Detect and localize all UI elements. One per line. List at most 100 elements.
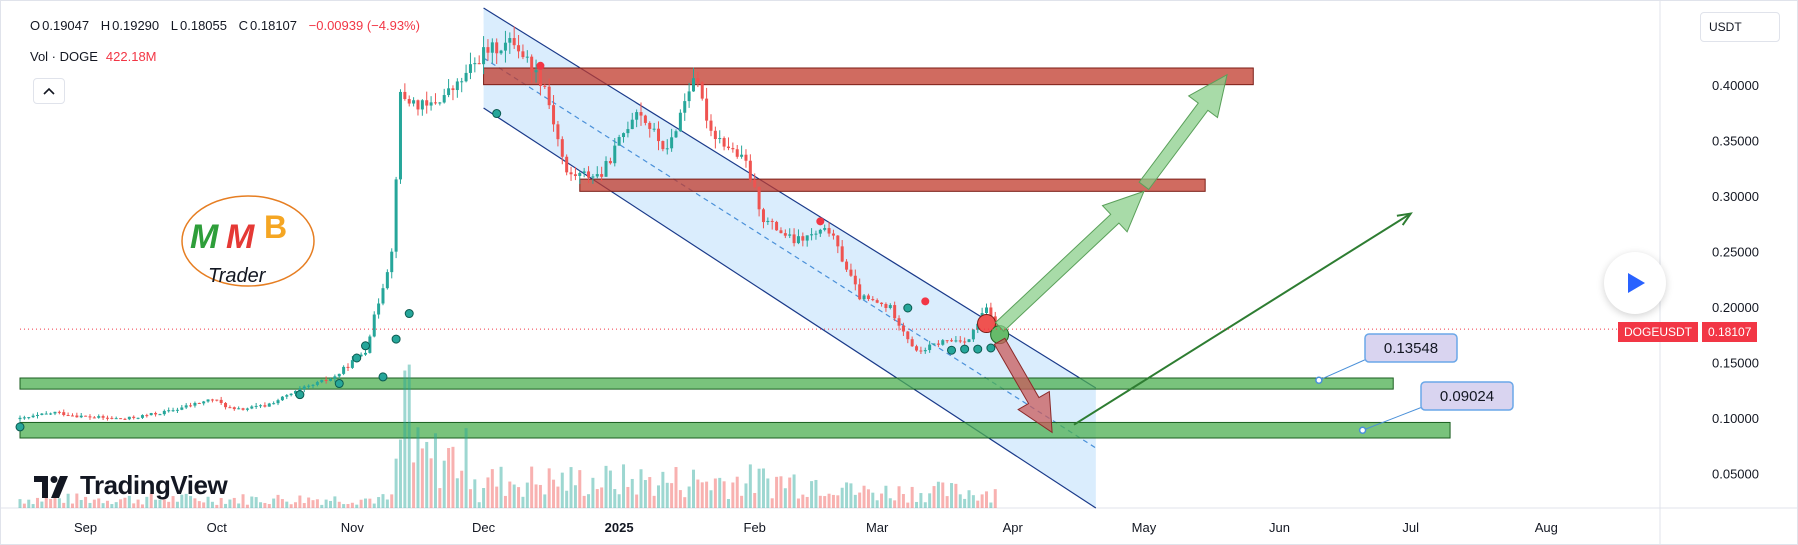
volume-bar (215, 504, 219, 508)
volume-bar (79, 499, 83, 508)
candle-body (705, 98, 709, 121)
candle-body (538, 70, 542, 86)
volume-bar (49, 499, 53, 508)
buy-signal-dot (352, 353, 362, 363)
candle-body (79, 415, 83, 418)
candle-body (425, 100, 429, 106)
candle-body (818, 229, 822, 234)
candle-body (827, 228, 831, 234)
candle-body (718, 138, 722, 140)
candle-body (578, 172, 582, 176)
currency-selector[interactable]: USDT (1700, 12, 1780, 42)
volume-bar (932, 486, 936, 508)
volume-bar (18, 499, 22, 508)
volume-bar (517, 487, 521, 508)
projection-arrow-up (994, 190, 1145, 332)
low-label: L (170, 18, 178, 33)
candle-body (66, 415, 70, 417)
candle-body (215, 399, 219, 401)
candle-body (543, 85, 547, 87)
candle-body (630, 119, 634, 130)
candle-body (490, 42, 494, 53)
volume-bar (512, 484, 516, 508)
volume-bar (753, 492, 757, 508)
volume-bar (858, 492, 862, 508)
buy-signal-dot (378, 372, 388, 382)
candle-body (372, 314, 376, 337)
candle-body (954, 340, 958, 342)
candle-body (368, 336, 372, 353)
volume-bar (722, 481, 726, 508)
candle-body (744, 154, 748, 161)
y-tick-label: 0.05000 (1712, 467, 1759, 482)
candle-body (866, 295, 870, 300)
candle-body (154, 413, 158, 415)
candle-body (44, 413, 48, 415)
volume-bar (993, 489, 997, 508)
collapse-legend-button[interactable] (33, 78, 65, 104)
buy-signal-dot (492, 109, 502, 119)
volume-bar (88, 502, 92, 508)
volume-bar (145, 496, 149, 508)
buy-signal-dot (903, 303, 913, 313)
volume-bar (473, 479, 477, 508)
candle-body (250, 406, 254, 409)
candle-body (473, 63, 477, 65)
candle-body (267, 403, 271, 407)
candle-body (508, 38, 512, 43)
candle-body (158, 414, 162, 416)
volume-bar (232, 497, 236, 508)
volume-bar (862, 485, 866, 508)
candle-body (149, 413, 153, 416)
candle-body (722, 138, 726, 147)
buy-signal-dot (404, 309, 414, 319)
candle-body (97, 416, 101, 418)
candle-body (967, 339, 971, 342)
candle-body (517, 45, 521, 52)
x-tick-label: Dec (472, 520, 496, 535)
buy-signal-dot (295, 390, 305, 400)
volume-bar (285, 501, 289, 508)
candle-body (228, 407, 232, 409)
volume-bar (630, 478, 634, 508)
candle-body (726, 146, 730, 149)
resistance-zone (579, 178, 1206, 192)
candle-body (989, 307, 993, 317)
candle-body (888, 305, 892, 308)
candle-body (224, 402, 228, 408)
candle-body (127, 416, 131, 420)
candle-body (320, 379, 324, 383)
candle-body (315, 382, 319, 385)
candle-body (560, 139, 564, 157)
candle-body (175, 409, 179, 411)
volume-bar (70, 503, 74, 508)
candle-body (626, 129, 630, 134)
volume-bar (613, 489, 617, 508)
low-value: 0.18055 (180, 18, 227, 33)
replay-button[interactable] (1604, 252, 1666, 314)
volume-bar (206, 496, 210, 508)
candle-body (880, 302, 884, 305)
candle-body (40, 413, 44, 415)
candle-body (657, 128, 661, 142)
volume-bar (770, 498, 774, 508)
volume-bar (267, 504, 271, 508)
candle-body (285, 395, 289, 397)
volume-bar (958, 494, 962, 508)
candle-body (57, 411, 61, 413)
volume-bar (928, 493, 932, 508)
candle-body (761, 209, 765, 223)
volume-bar (678, 490, 682, 508)
volume-bar (954, 483, 958, 508)
candle-body (49, 413, 53, 415)
candle-body (552, 105, 556, 125)
candle-body (101, 416, 105, 418)
candle-body (197, 402, 201, 404)
volume-bar (595, 489, 599, 508)
volume-bar (910, 486, 914, 508)
volume-bar (508, 481, 512, 508)
volume-bar (451, 446, 455, 508)
